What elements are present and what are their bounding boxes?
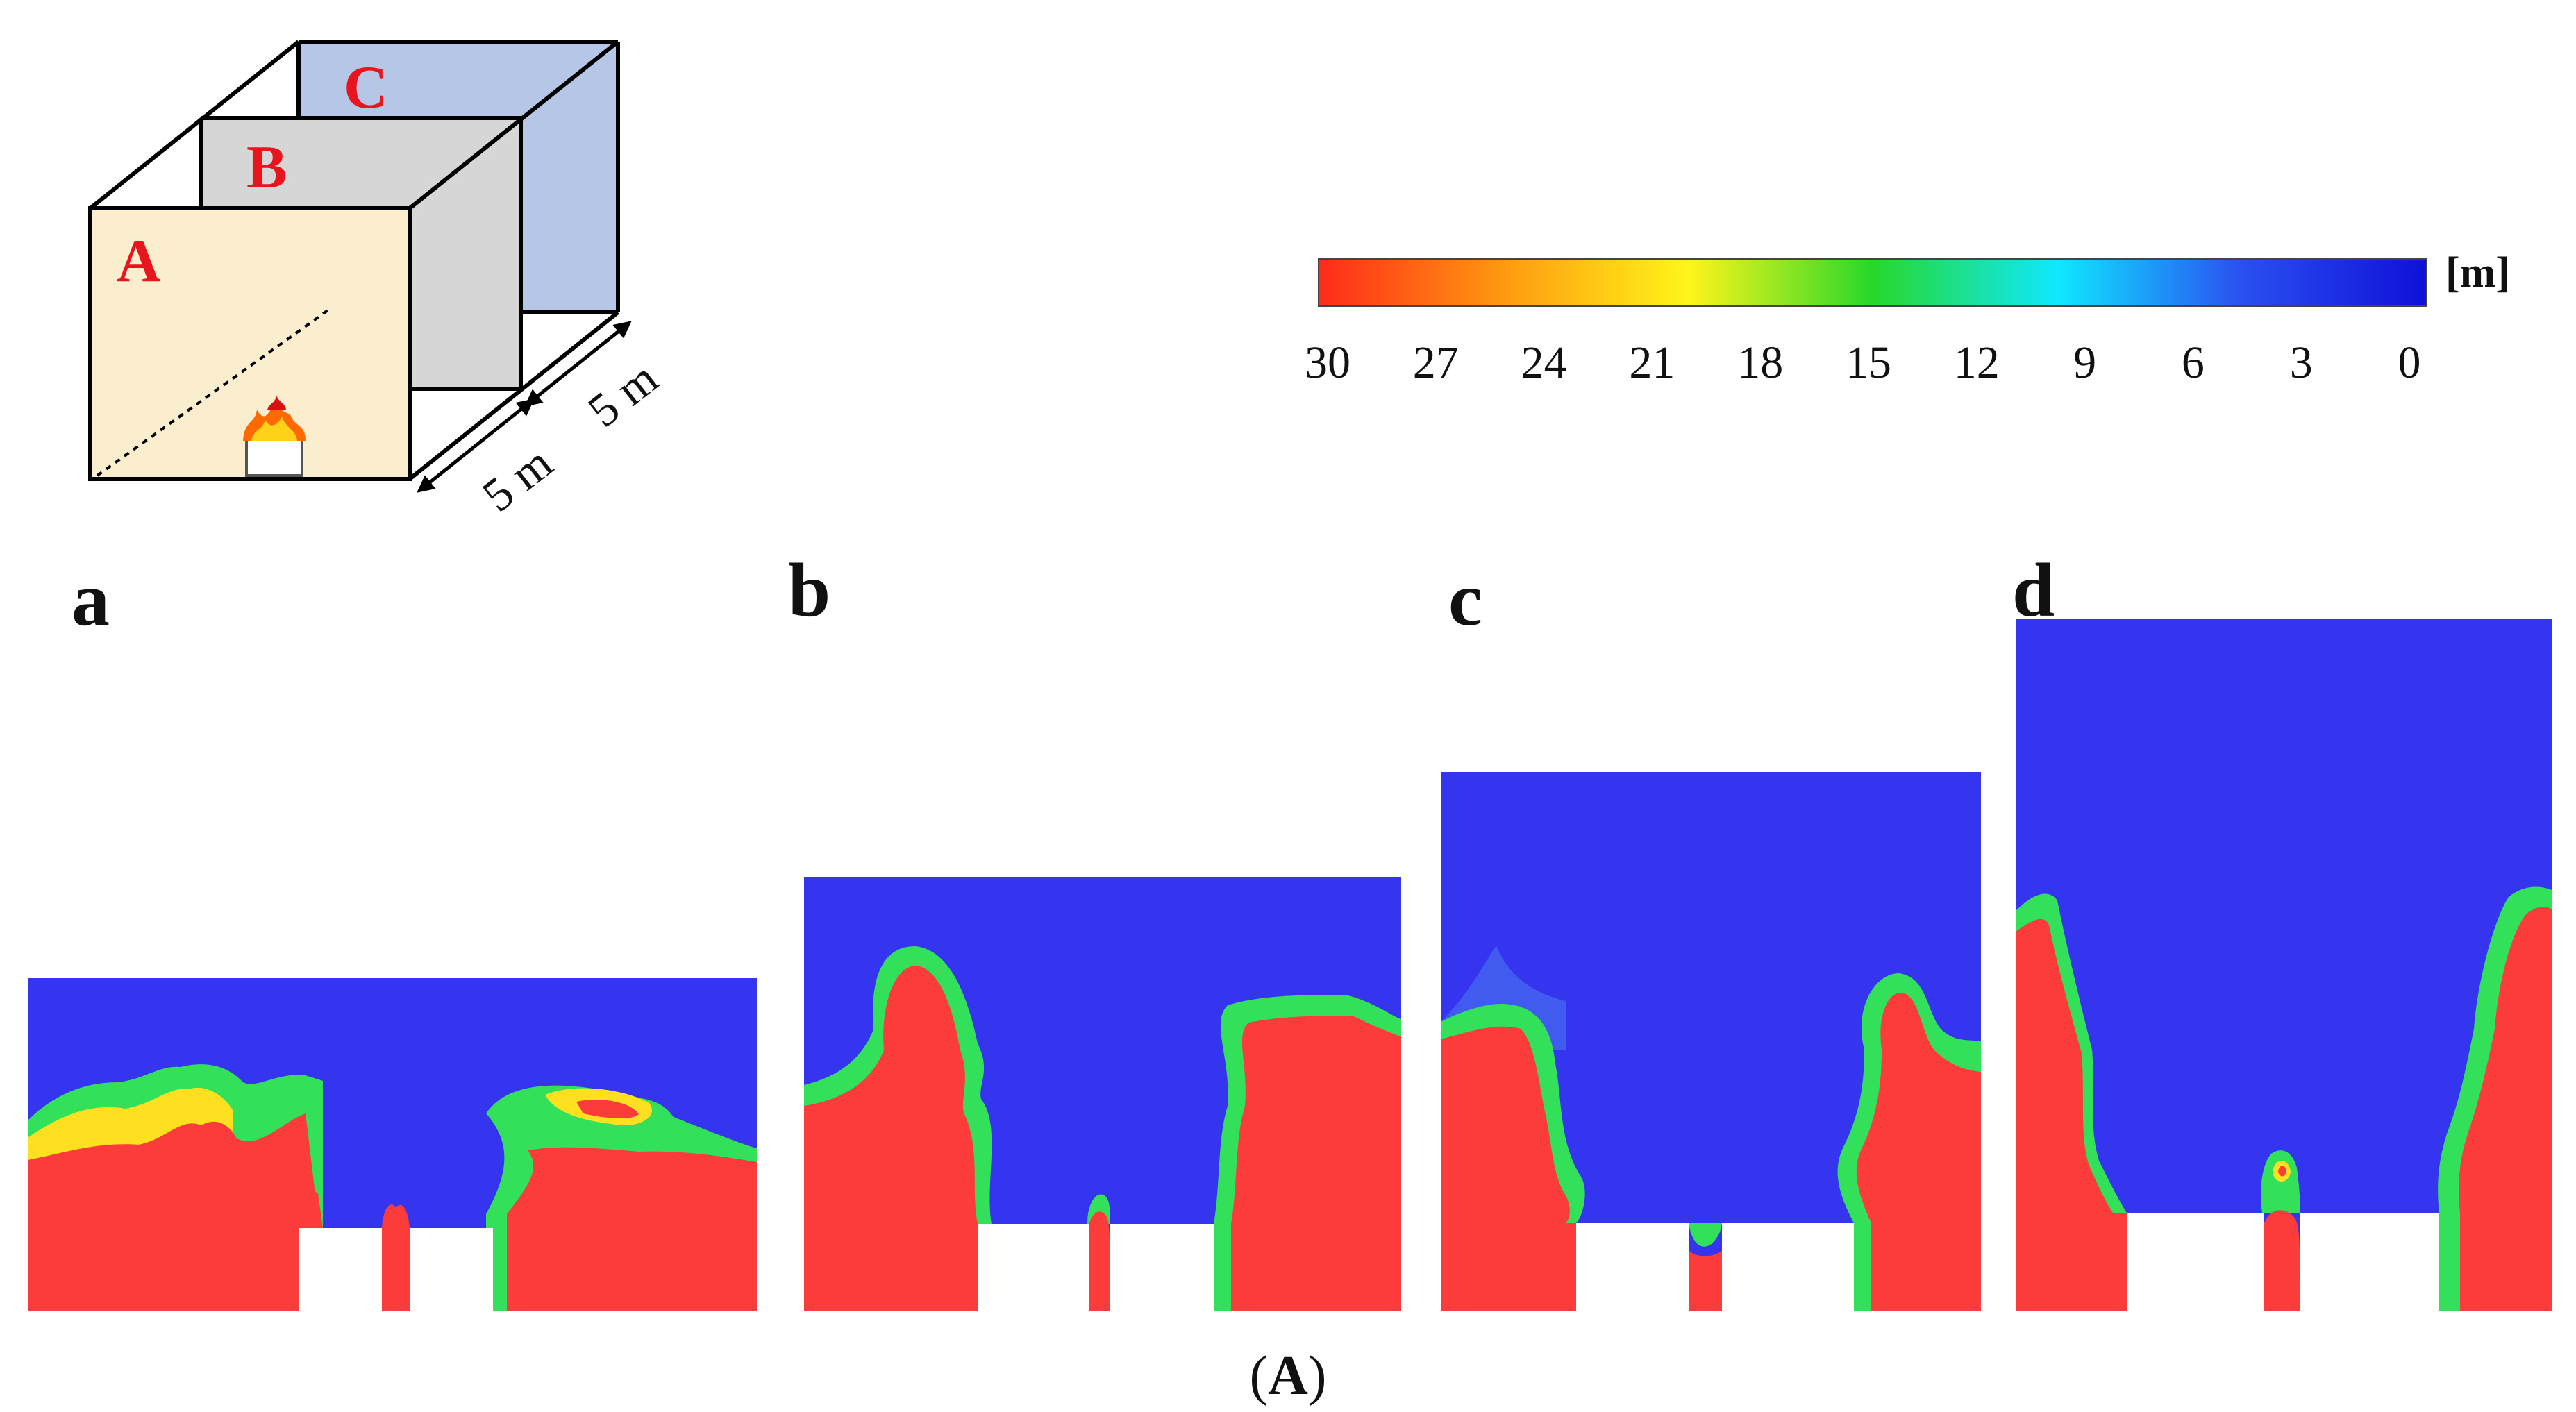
caption-open: ( (1249, 1345, 1269, 1406)
room-label-b: B (246, 134, 287, 201)
contour-panel-b (804, 877, 1401, 1311)
colorbar-tick-label: 27 (1412, 337, 1459, 388)
contour-panel-a (28, 978, 757, 1311)
colorbar-tick-label: 12 (1953, 337, 2000, 388)
dimension-label-1: 5 m (472, 436, 562, 521)
colorbar-tick-label: 21 (1629, 337, 1675, 388)
colorbar-tick-label: 15 (1846, 337, 1891, 388)
colorbar-tick-label: 18 (1737, 337, 1784, 388)
caption-close: ) (1307, 1345, 1327, 1406)
colorbar-tick-label: 0 (2398, 337, 2421, 388)
colorbar-tick-label: 30 (1305, 337, 1350, 388)
figure-caption: (A) (1249, 1348, 1326, 1404)
panel-label-c: c (1448, 557, 1482, 641)
colorbar-unit: [m] (2445, 249, 2510, 296)
contour-panel-d (2016, 619, 2552, 1311)
room-label-a: A (117, 228, 161, 295)
room-label-c: C (344, 54, 388, 121)
colorbar-tick-label: 6 (2181, 337, 2205, 388)
colorbar-tick-label: 9 (2073, 337, 2097, 388)
caption-letter: A (1268, 1345, 1308, 1406)
fire-source-icon (243, 396, 306, 477)
colorbar-tick-label: 3 (2289, 337, 2313, 388)
panel-label-d: d (2012, 548, 2055, 632)
dimension-arrows (417, 321, 632, 493)
colorbar (1318, 258, 2427, 307)
colorbar-tick-label: 24 (1521, 337, 1567, 388)
panel-label-b: b (788, 548, 831, 632)
depth-edges (89, 40, 619, 481)
panel-label-a: a (72, 557, 110, 641)
contour-panel-c (1441, 772, 1981, 1311)
dimension-label-2: 5 m (578, 351, 667, 437)
room-schematic: A B C 5 m 5 m (88, 40, 667, 521)
